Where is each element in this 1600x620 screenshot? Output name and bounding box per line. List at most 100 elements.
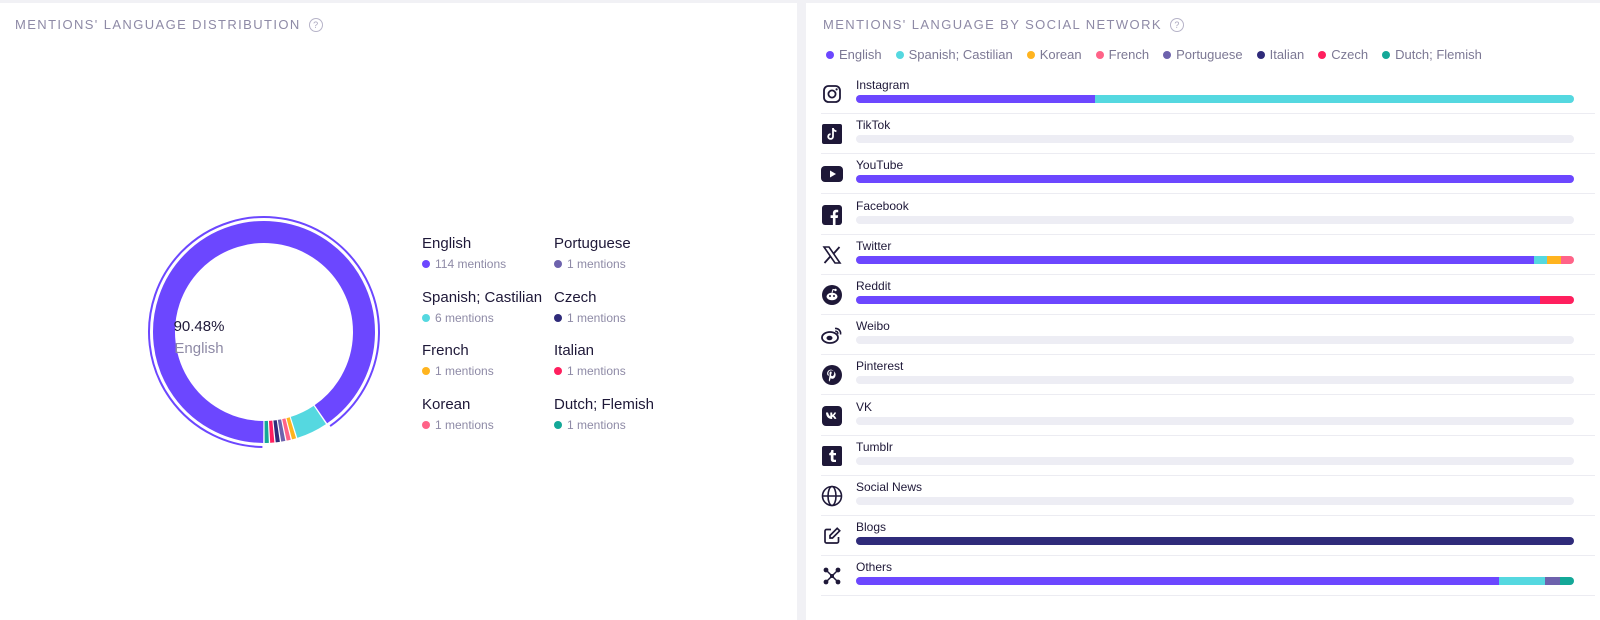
network-row-pinterest[interactable]: Pinterest [821,354,1595,396]
network-name: Weibo [856,319,890,334]
network-row-instagram[interactable]: Instagram [821,73,1595,114]
network-name: Blogs [856,520,887,535]
legend-item-count: 6 mentions [422,311,542,325]
bar-segment-french[interactable] [1561,255,1574,264]
network-legend-item[interactable]: Dutch; Flemish [1382,47,1482,62]
network-language-bar[interactable] [856,215,1574,224]
network-language-bar[interactable] [856,497,1574,505]
legend-item-name: Czech [554,288,597,306]
legend-item-name: French [422,342,469,359]
legend-item-spanish-castilian[interactable]: Spanish; Castilian 6 mentions [422,289,542,325]
donut-slice-english[interactable] [153,221,375,443]
bar-segment-czech[interactable] [1539,296,1574,304]
network-row-blogs[interactable]: Blogs [821,515,1595,557]
legend-item-italian[interactable]: Italian 1 mentions [554,342,626,378]
legend-color-dot [1095,50,1104,59]
help-icon[interactable]: ? [1169,17,1184,32]
network-name: Twitter [856,238,892,253]
bar-segment-portuguese[interactable] [1544,577,1561,586]
donut-slice-portuguese[interactable] [277,419,286,442]
donut-slice-french[interactable] [286,417,297,440]
network-row-youtube[interactable]: YouTube [821,153,1595,195]
network-legend-item[interactable]: Spanish; Castilian [895,47,1013,62]
network-language-bar[interactable] [856,255,1574,264]
legend-count-text: 1 mentions [567,364,626,378]
legend-item-english[interactable]: English 114 mentions [422,235,506,271]
legend-item-name: Portuguese [554,235,631,252]
tumblr-icon [821,445,843,467]
network-language-legend: English Spanish; Castilian Korean French Por… [826,47,1482,62]
legend-color-dot [1163,50,1172,59]
legend-item-count: 1 mentions [554,311,626,325]
network-language-bar[interactable] [856,577,1574,586]
network-row-others[interactable]: Others [821,555,1595,597]
help-icon[interactable]: ? [308,17,323,32]
network-row-twitter[interactable]: Twitter [821,234,1595,275]
legend-color-dot [422,420,430,429]
legend-color-dot [1026,50,1035,59]
donut-slice-korean[interactable] [282,418,291,441]
network-legend-label: Italian [1269,47,1305,62]
network-row-vk[interactable]: VK [821,395,1595,436]
legend-item-name: Italian [554,342,595,359]
legend-count-text: 6 mentions [435,310,494,325]
network-row-social-news[interactable]: Social News [821,475,1595,516]
legend-color-dot [422,367,430,375]
network-row-weibo[interactable]: Weibo [821,314,1595,356]
network-row-tumblr[interactable]: Tumblr [821,435,1595,476]
bar-segment-spanish-castilian[interactable] [1533,255,1548,264]
legend-item-portuguese[interactable]: Portuguese 1 mentions [554,235,631,271]
network-language-bar[interactable] [856,537,1574,546]
network-name: Pinterest [856,359,904,374]
legend-item-czech[interactable]: Czech 1 mentions [554,289,626,325]
legend-count-text: 114 mentions [435,257,507,271]
bar-segment-english[interactable] [856,577,1499,586]
network-legend-item[interactable]: Portuguese [1163,47,1243,62]
bar-segment-dutch-flemish[interactable] [1560,577,1574,586]
youtube-icon [821,163,843,185]
bar-segment-english[interactable] [856,296,1540,304]
network-legend-item[interactable]: Czech [1318,47,1368,62]
network-row-reddit[interactable]: Reddit [821,274,1595,315]
network-legend-item[interactable]: Korean [1026,47,1082,62]
legend-count-text: 1 mentions [567,310,626,325]
network-language-bar[interactable] [856,416,1574,425]
legend-color-dot [1318,50,1327,59]
network-name: Facebook [856,198,909,213]
donut-highlight-arc [148,216,380,448]
network-legend-label: French [1108,47,1150,62]
legend-item-name: English [422,235,472,252]
bar-segment-spanish-castilian[interactable] [1095,95,1574,103]
network-language-bar[interactable] [856,175,1574,184]
network-language-bar[interactable] [856,336,1574,345]
bar-segment-spanish-castilian[interactable] [1498,577,1545,586]
network-legend-item[interactable]: Italian [1256,47,1305,62]
network-row-facebook[interactable]: Facebook [821,194,1595,235]
bar-segment-english[interactable] [856,95,1096,103]
network-language-bar[interactable] [856,135,1574,144]
bar-segment-english[interactable] [856,255,1534,264]
legend-item-dutch-flemish[interactable]: Dutch; Flemish 1 mentions [554,396,654,432]
instagram-icon [821,83,843,105]
legend-item-french[interactable]: French 1 mentions [422,342,494,378]
network-legend-item[interactable]: English [826,47,882,62]
network-language-bar[interactable] [856,376,1574,385]
nodes-icon [821,565,843,587]
bar-segment-italian[interactable] [856,537,1574,546]
legend-color-dot [422,260,430,268]
legend-item-korean[interactable]: Korean 1 mentions [422,396,494,432]
bar-segment-english[interactable] [856,175,1574,184]
bar-segment-korean[interactable] [1547,255,1562,264]
network-legend-item[interactable]: French [1095,47,1150,62]
network-language-bar[interactable] [856,95,1574,103]
legend-count-text: 1 mentions [567,417,626,432]
network-row-tiktok[interactable]: TikTok [821,113,1595,155]
donut-center-percent: 90.48% [173,318,225,335]
donut-center-label: English [174,340,224,357]
network-language-bar[interactable] [856,456,1574,465]
donut-slice-spanish-castilian[interactable] [290,405,326,438]
language-by-network-panel: MENTIONS' LANGUAGE BY SOCIAL NETWORK ? E… [806,3,1600,620]
network-legend-label: Portuguese [1176,47,1243,62]
legend-item-count: 1 mentions [422,364,494,378]
network-language-bar[interactable] [856,296,1574,304]
